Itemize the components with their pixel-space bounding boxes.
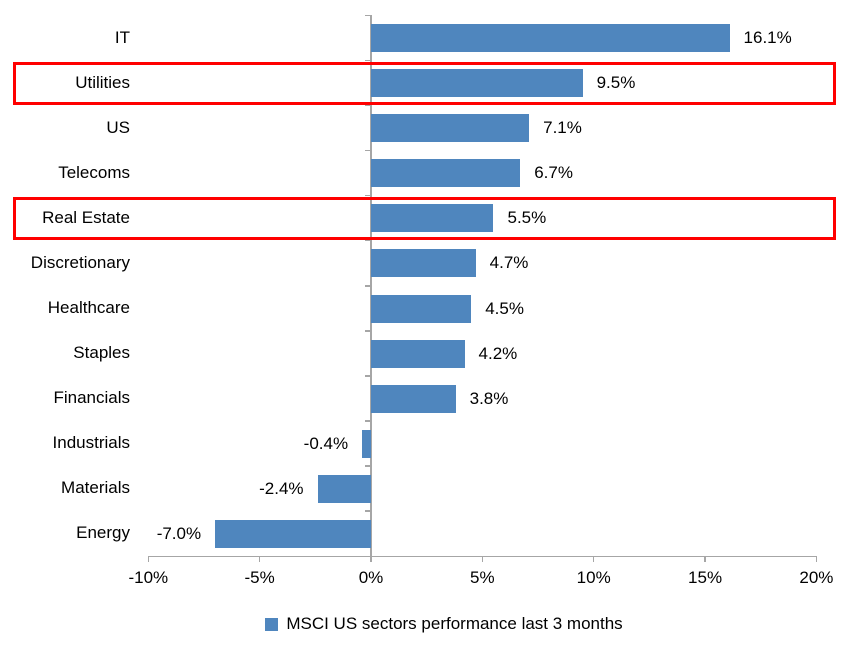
value-axis-tick [592, 556, 595, 562]
value-label: 4.7% [489, 253, 529, 273]
category-label: Materials [61, 478, 130, 498]
legend-label: MSCI US sectors performance last 3 month… [286, 614, 623, 633]
category-axis-tick [364, 330, 371, 332]
category-label: Staples [73, 343, 130, 363]
value-axis-tick [370, 556, 372, 562]
category-axis-tick [364, 420, 371, 422]
value-label: -2.4% [259, 478, 304, 498]
highlight-box [13, 61, 836, 105]
bar [371, 384, 456, 413]
category-label: Discretionary [30, 252, 130, 272]
value-label: 4.5% [485, 298, 524, 318]
category-axis-tick [364, 239, 371, 242]
category-axis-tick [364, 14, 371, 16]
category-label: Industrials [52, 433, 130, 453]
value-label: 7.1% [543, 118, 582, 138]
value-axis-tick-label: -5% [244, 568, 275, 587]
category-axis-tick [364, 104, 371, 107]
category-label: Financials [53, 388, 130, 408]
category-label: US [106, 117, 130, 137]
legend-swatch-icon [265, 617, 279, 631]
value-axis-tick-label: 0% [358, 568, 384, 587]
value-label: -7.0% [156, 523, 202, 543]
bar [362, 429, 371, 458]
bar [371, 204, 494, 233]
value-label: 16.1% [743, 28, 792, 47]
category-axis-tick [364, 510, 371, 512]
bar [371, 24, 730, 52]
value-axis-tick [481, 556, 484, 562]
category-axis-tick [364, 285, 371, 287]
value-axis-tick [258, 556, 261, 562]
highlight-box [13, 196, 836, 240]
value-axis-tick-label: 20% [799, 568, 834, 587]
value-label: -0.4% [303, 433, 349, 453]
category-label: Real Estate [42, 207, 130, 227]
category-label: IT [114, 27, 130, 47]
value-axis-tick [815, 556, 818, 562]
value-label: 6.7% [534, 163, 573, 183]
category-label: Telecoms [58, 162, 130, 182]
value-label: 5.5% [507, 208, 547, 228]
value-axis-tick [147, 556, 150, 562]
bar [215, 519, 371, 548]
bar [317, 474, 371, 503]
value-axis-tick-label: 5% [470, 568, 495, 587]
category-label: Healthcare [47, 298, 130, 318]
value-axis-tick-label: 15% [688, 568, 723, 587]
category-axis-tick [364, 194, 371, 197]
category-axis-tick [364, 375, 371, 377]
bar [371, 249, 476, 278]
bar [371, 159, 521, 188]
value-label: 3.8% [469, 388, 509, 408]
bar [371, 294, 472, 323]
value-label: 9.5% [596, 73, 636, 93]
value-axis-tick [704, 556, 706, 562]
category-axis-tick [364, 465, 371, 467]
category-axis-line [369, 15, 372, 556]
category-axis-tick [364, 149, 371, 152]
value-axis-tick-label: -10% [128, 568, 169, 587]
value-axis-tick-label: 10% [576, 568, 611, 587]
category-axis-tick [364, 59, 371, 62]
value-label: 4.2% [478, 343, 518, 363]
bar [371, 114, 530, 143]
category-label: Utilities [75, 72, 130, 92]
category-label: Energy [76, 523, 130, 543]
legend: MSCI US sectors performance last 3 month… [0, 613, 852, 635]
bar [371, 69, 583, 98]
bar [371, 339, 465, 368]
